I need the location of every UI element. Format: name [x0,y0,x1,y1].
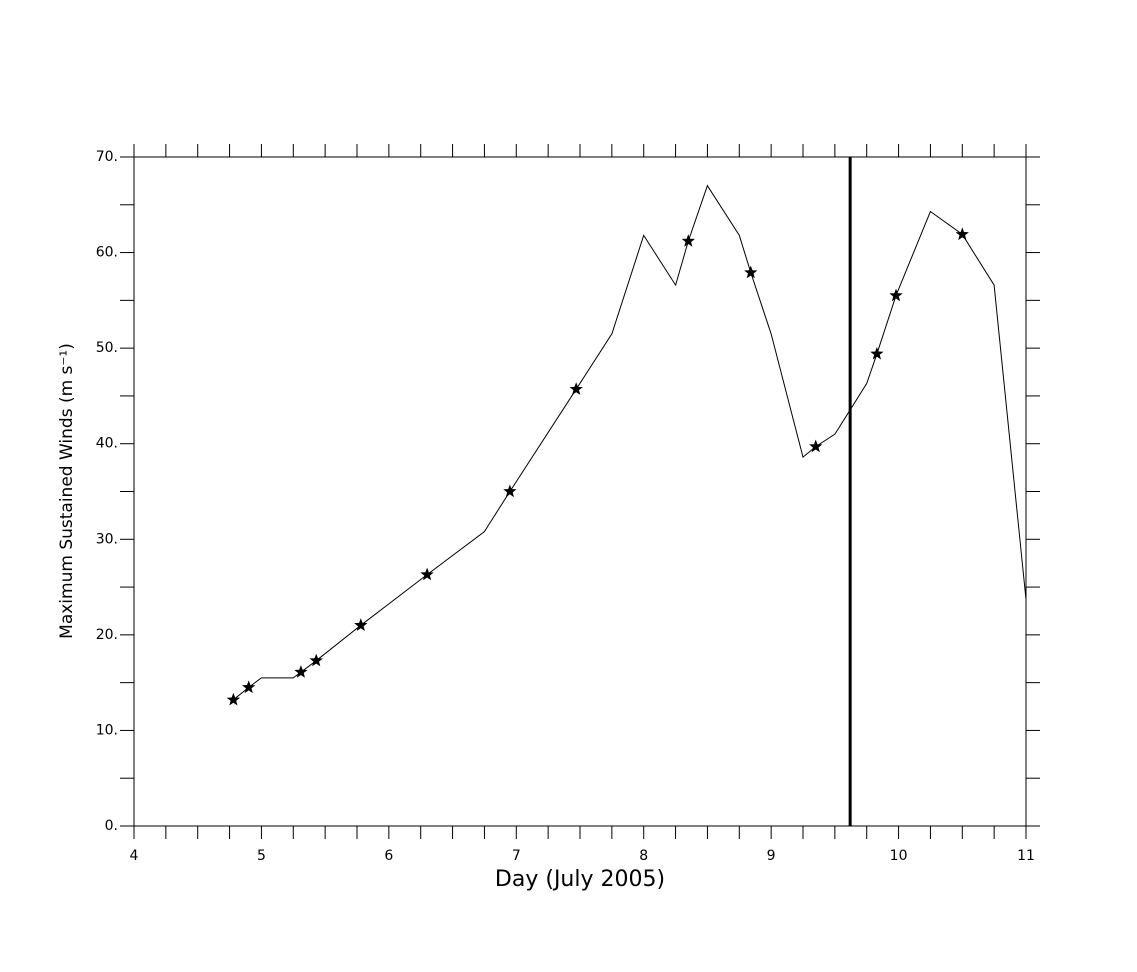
star-marker [226,692,241,706]
x-tick-label: 8 [639,848,648,864]
star-marker [809,439,823,453]
x-tick-label: 11 [1017,848,1035,864]
star-marker [503,484,517,498]
star-marker [744,265,758,279]
y-tick-label: 50. [96,340,118,356]
y-tick-label: 10. [96,722,118,738]
star-marker [420,567,434,581]
x-axis-label: Day (July 2005) [495,867,665,892]
y-tick-label: 70. [96,149,118,165]
star-marker [870,346,884,360]
x-tick-label: 10 [890,848,908,864]
y-axis-label: Maximum Sustained Winds (m s⁻¹) [57,343,77,639]
y-tick-label: 30. [96,531,118,547]
y-tick-label: 40. [96,436,118,452]
star-marker [242,680,256,694]
star-marker [294,665,308,678]
star-marker [889,288,903,302]
star-marker [309,653,323,667]
star-marker [569,382,583,395]
x-tick-label: 6 [384,848,393,864]
y-tick-label: 60. [96,245,118,261]
x-tick-label: 5 [257,848,266,864]
star-marker [955,227,969,241]
x-tick-label: 7 [512,848,521,864]
star-marker [354,618,368,631]
x-tick-label: 9 [767,848,776,864]
y-tick-label: 20. [96,627,118,643]
y-tick-label: 0. [105,818,118,834]
x-tick-label: 4 [130,848,139,864]
star-marker [681,234,695,247]
